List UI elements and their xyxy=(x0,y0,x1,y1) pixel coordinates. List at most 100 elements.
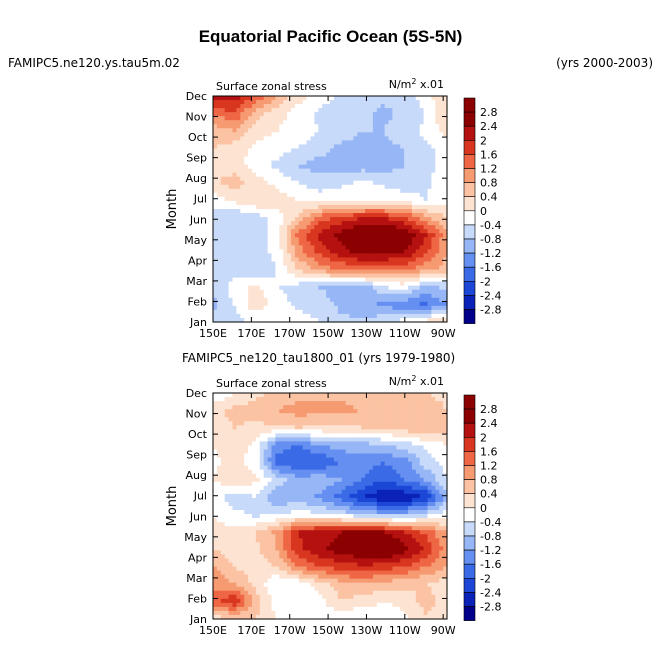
heat-cell xyxy=(337,493,343,499)
heat-cell xyxy=(392,401,397,406)
heat-cell xyxy=(341,273,347,279)
heat-cell xyxy=(372,237,378,242)
heat-cell xyxy=(216,160,222,166)
heat-cell xyxy=(415,281,421,287)
heat-cell xyxy=(224,160,230,166)
heat-cell xyxy=(302,192,308,198)
heat-cell xyxy=(396,425,401,430)
heat-cell xyxy=(365,253,370,259)
heat-cell xyxy=(216,421,222,426)
heat-cell xyxy=(400,397,405,402)
heat-cell xyxy=(365,112,370,117)
heat-cell xyxy=(376,213,382,218)
heat-cell xyxy=(216,305,222,311)
heat-cell xyxy=(423,156,429,162)
heat-cell xyxy=(302,305,308,311)
heat-cell xyxy=(361,180,366,186)
heat-cell xyxy=(259,120,265,125)
heat-cell xyxy=(216,156,222,162)
heat-cell xyxy=(232,481,237,487)
heat-cell xyxy=(435,433,440,438)
heat-cell xyxy=(345,172,351,178)
heat-cell xyxy=(294,196,300,202)
heat-cell xyxy=(271,148,276,154)
heat-cell xyxy=(279,180,284,186)
y-tick-label: Nov xyxy=(186,111,208,124)
heat-cell xyxy=(396,281,401,287)
heat-cell xyxy=(326,261,331,267)
heat-cell xyxy=(353,225,358,230)
heat-cell xyxy=(267,477,273,483)
heat-cell xyxy=(322,397,327,402)
heat-cell xyxy=(392,393,397,398)
heat-cell xyxy=(419,277,425,283)
heat-cell xyxy=(357,176,362,182)
heat-cell xyxy=(224,405,230,410)
heat-cell xyxy=(388,128,393,133)
heat-cell xyxy=(232,253,237,259)
heat-cell xyxy=(224,120,230,125)
heat-cell xyxy=(287,301,292,307)
heat-cell xyxy=(220,293,226,299)
heat-cell xyxy=(306,124,312,129)
heat-cell xyxy=(337,397,343,402)
heat-cell xyxy=(213,397,218,402)
heat-cell xyxy=(400,209,405,214)
heat-cell xyxy=(392,100,397,105)
heat-cell xyxy=(361,140,366,146)
heat-cell xyxy=(400,301,405,307)
heat-cell xyxy=(357,233,362,238)
heat-cell xyxy=(240,453,245,459)
heat-cell xyxy=(228,441,234,447)
heat-cell xyxy=(255,465,261,471)
heat-cell xyxy=(298,229,304,234)
heat-cell xyxy=(365,473,370,479)
heat-cell xyxy=(353,461,358,467)
heat-cell xyxy=(411,305,417,311)
heat-cell xyxy=(361,433,366,438)
heat-cell xyxy=(333,249,339,254)
heat-cell xyxy=(240,204,245,210)
heat-cell xyxy=(337,477,343,483)
heat-cell xyxy=(423,241,429,246)
heat-cell xyxy=(435,413,440,418)
heat-cell xyxy=(404,249,409,254)
heat-cell xyxy=(400,481,405,487)
heat-cell xyxy=(380,128,386,133)
heat-cell xyxy=(372,128,378,133)
heat-cell xyxy=(236,144,241,150)
heat-cell xyxy=(287,156,292,162)
heat-cell xyxy=(411,289,417,295)
heat-cell xyxy=(279,196,284,202)
heat-cell xyxy=(435,241,440,246)
heat-cell xyxy=(423,204,429,210)
heat-cell xyxy=(357,289,362,295)
heat-cell xyxy=(213,309,218,315)
heat-cell xyxy=(396,305,401,311)
heat-cell xyxy=(337,108,343,113)
heat-cell xyxy=(396,485,401,491)
heat-cell xyxy=(252,192,257,198)
heat-cell xyxy=(345,409,351,414)
heat-cell xyxy=(435,473,440,479)
heat-cell xyxy=(283,112,288,117)
heat-cell xyxy=(244,257,249,263)
heat-cell xyxy=(392,116,397,121)
heat-cell xyxy=(396,269,401,275)
heat-cell xyxy=(252,148,257,154)
heat-cell xyxy=(310,176,315,182)
heat-cell xyxy=(244,309,249,315)
y-tick-label: Jan xyxy=(189,316,207,329)
heat-cell xyxy=(427,297,432,303)
heat-cell xyxy=(224,209,230,214)
heat-cell xyxy=(435,297,440,303)
heat-cell xyxy=(259,200,265,206)
heat-cell xyxy=(341,213,347,218)
heat-cell xyxy=(263,397,269,402)
heat-cell xyxy=(427,241,432,246)
heat-cell xyxy=(220,409,226,414)
heat-cell xyxy=(330,469,335,475)
heat-cell xyxy=(427,225,432,230)
heat-cell xyxy=(415,269,421,275)
heat-cell xyxy=(404,100,409,105)
